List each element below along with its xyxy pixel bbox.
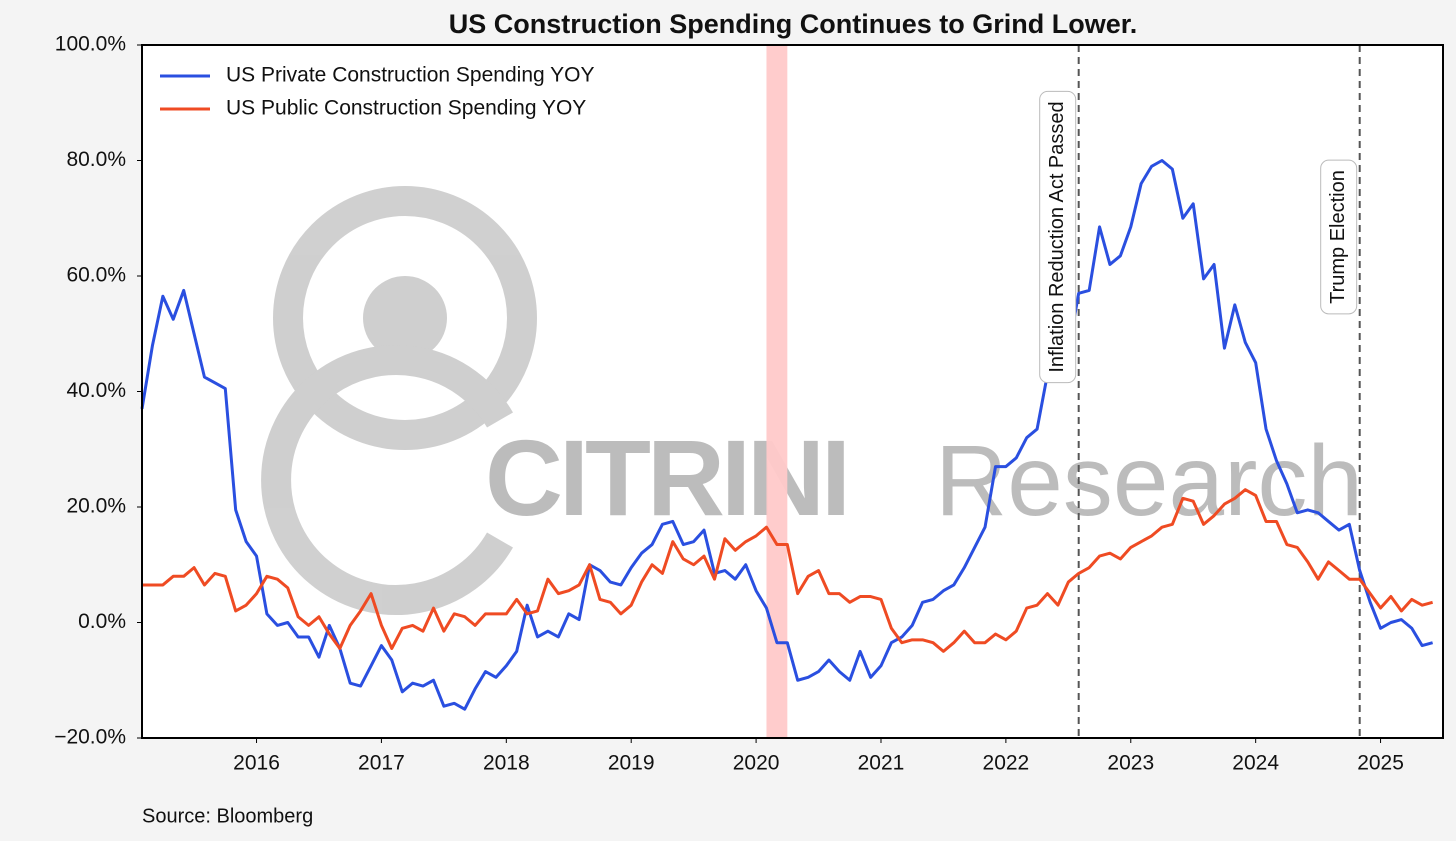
annotation-box [1320, 159, 1358, 315]
x-tick-label: 2016 [233, 752, 280, 775]
annotation: Inflation Reduction Act Passed [1039, 90, 1077, 384]
y-tick-label: 0.0% [78, 610, 126, 633]
watermark-text: Research [935, 425, 1363, 537]
y-tick-label: 80.0% [66, 148, 126, 171]
x-tick-label: 2022 [983, 752, 1030, 775]
y-tick-label: 20.0% [66, 495, 126, 518]
y-tick-label: 100.0% [55, 33, 126, 56]
watermark-logo: CITRINI Research [261, 186, 1363, 615]
x-tick-label: 2017 [358, 752, 405, 775]
x-tick-label: 2018 [483, 752, 530, 775]
series-line [140, 159, 1434, 711]
plot-area [142, 45, 1443, 738]
annotation-label: Inflation Reduction Act Passed [1046, 101, 1068, 372]
x-tick-label: 2021 [858, 752, 905, 775]
series-line [142, 488, 1434, 653]
shaded-region [766, 45, 788, 738]
x-tick-label: 2020 [733, 752, 780, 775]
x-tick-label: 2019 [608, 752, 655, 775]
y-tick-label: −20.0% [54, 726, 126, 749]
plot-frame [141, 44, 1444, 739]
chart-title: US Construction Spending Continues to Gr… [449, 9, 1138, 39]
logo-arc [261, 345, 513, 615]
x-tick-label: 2023 [1107, 752, 1154, 775]
annotation-label: Trump Election [1327, 170, 1349, 304]
annotation-box [1039, 90, 1077, 384]
logo-ring [273, 186, 537, 450]
source-note: Source: Bloomberg [142, 805, 313, 827]
y-tick-label: 40.0% [66, 379, 126, 402]
watermark-text: CITRINI [485, 417, 847, 538]
logo-head [363, 276, 447, 360]
x-tick-label: 2024 [1232, 752, 1279, 775]
y-tick-label: 60.0% [66, 264, 126, 287]
legend-label: US Public Construction Spending YOY [226, 97, 586, 120]
x-tick-label: 2025 [1357, 752, 1404, 775]
annotation: Trump Election [1320, 159, 1358, 315]
legend-label: US Private Construction Spending YOY [226, 64, 594, 87]
